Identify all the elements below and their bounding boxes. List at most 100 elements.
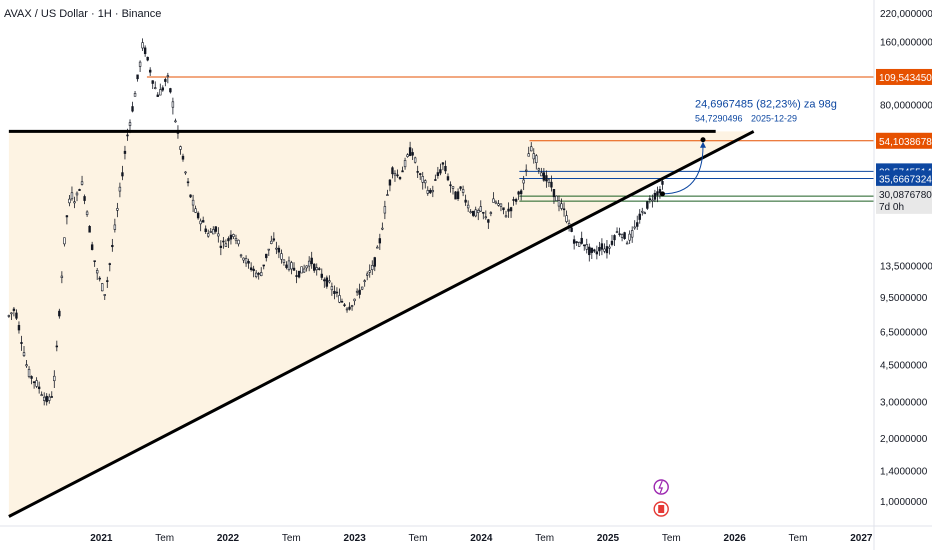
candle-body [313, 263, 316, 271]
candle-body [393, 172, 397, 176]
candle-body [257, 273, 260, 275]
candle-body [272, 238, 276, 241]
y-tick-label: 160,0000000 [880, 38, 932, 49]
candle-body [358, 289, 361, 295]
candle-body [489, 212, 493, 214]
candle-body [603, 248, 606, 252]
candle-body [608, 246, 611, 249]
candle-body [449, 184, 452, 187]
candle-body [605, 246, 609, 254]
candle-body [280, 253, 283, 260]
candle-body [10, 312, 13, 315]
lightning-glyph [658, 480, 664, 494]
candle-body [118, 186, 122, 192]
candle-body [552, 189, 556, 198]
candle-body [204, 228, 207, 232]
candle-body [656, 191, 659, 196]
x-tick-label: Tem [662, 533, 681, 544]
projection-arrow [662, 145, 704, 195]
candle-body [260, 272, 263, 277]
candle-body [590, 247, 594, 253]
x-tick-label: Tem [535, 533, 554, 544]
candle-body [199, 220, 202, 225]
candle-body [234, 237, 238, 241]
candle-body [484, 216, 488, 219]
candle-body [530, 146, 533, 152]
candle-body [143, 47, 147, 55]
candle-body [239, 254, 243, 257]
candle-body [171, 101, 175, 108]
level-tag-bg [876, 170, 932, 187]
candle-body [633, 226, 636, 229]
candle-body [285, 264, 288, 268]
y-tick-label: 4,5000000 [880, 361, 928, 372]
candle-body [340, 300, 344, 303]
projection-target: 54,7290496 [695, 114, 743, 124]
candle-body [181, 155, 185, 160]
candle-body [366, 273, 369, 276]
candle-body [262, 264, 265, 267]
candle-body [7, 315, 11, 317]
candle-body [42, 396, 46, 401]
candle-body [487, 219, 490, 223]
candle-body [191, 199, 195, 206]
candle-body [641, 210, 644, 213]
candle-body [75, 192, 79, 196]
candle-body [431, 190, 435, 193]
candle-body [439, 169, 442, 174]
candle-body [598, 247, 601, 252]
candle-body [391, 167, 394, 175]
level-tag: 109,5434500 [879, 73, 932, 84]
candle-body [68, 198, 71, 204]
candle-body [111, 244, 114, 248]
candle-body [40, 394, 43, 396]
candle-body [499, 203, 503, 207]
candle-body [424, 180, 427, 184]
candle-body [214, 226, 217, 232]
x-tick-label: 2024 [470, 533, 493, 544]
candle-body [560, 203, 563, 209]
candle-body [570, 227, 573, 232]
candle-body [555, 195, 558, 201]
candle-body [514, 199, 518, 202]
candle-body [138, 61, 142, 67]
candle-body [545, 175, 548, 182]
candle-body [338, 295, 341, 303]
candle-body [201, 220, 205, 223]
candle-body [113, 224, 117, 230]
candle-body [434, 179, 437, 181]
y-tick-label: 6,5000000 [880, 327, 928, 338]
candle-body [333, 290, 336, 294]
candle-body [613, 235, 616, 241]
candle-body [224, 243, 228, 247]
candle-body [136, 74, 139, 80]
candle-body [524, 169, 528, 172]
candle-body [131, 106, 134, 112]
candle-body [509, 207, 513, 212]
candle-body [292, 267, 296, 271]
candle-body [310, 257, 313, 265]
projection-text: 24,6967485 (82,23%) za 98g [695, 99, 837, 111]
candle-body [249, 267, 253, 271]
level-tag: 54,1038678 [879, 137, 932, 148]
candle-body [398, 176, 402, 180]
candle-body [600, 243, 604, 250]
level-tag-bg [876, 132, 932, 149]
projection-start-dot [659, 191, 665, 197]
candle-body [527, 153, 530, 157]
candle-body [63, 237, 66, 245]
candle-body [565, 215, 568, 222]
candle-body [98, 277, 101, 280]
candle-body [252, 268, 255, 272]
candle-body [618, 233, 621, 235]
candle-body [189, 194, 192, 198]
candle-body [60, 275, 64, 278]
candle-body [219, 245, 223, 248]
candle-body [244, 258, 248, 264]
candle-body [577, 241, 581, 247]
lightning-icon[interactable] [653, 479, 669, 495]
candle-body [459, 186, 462, 189]
triangle-bottom-line[interactable] [8, 130, 755, 518]
candle-body [580, 237, 583, 244]
